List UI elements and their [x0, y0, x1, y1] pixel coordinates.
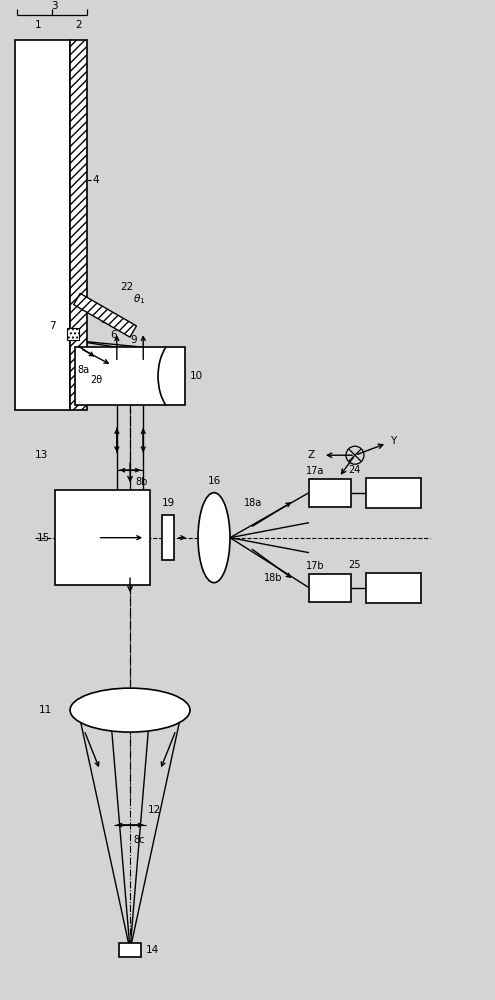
- Text: 9: 9: [130, 335, 137, 345]
- Bar: [309, 574, 351, 602]
- Text: 再生部: 再生部: [384, 488, 403, 498]
- Bar: [366, 573, 421, 603]
- Text: 22: 22: [120, 282, 133, 292]
- Text: 1: 1: [35, 20, 42, 30]
- Text: 13: 13: [35, 450, 49, 460]
- Text: 6: 6: [110, 330, 117, 340]
- Bar: [70, 40, 87, 410]
- Text: 2θ: 2θ: [90, 375, 102, 385]
- Text: 25: 25: [348, 560, 361, 570]
- Text: 17b: 17b: [306, 561, 325, 571]
- Ellipse shape: [70, 688, 190, 732]
- Text: 7: 7: [49, 321, 56, 331]
- Text: 3: 3: [51, 1, 57, 11]
- Text: 18a: 18a: [244, 498, 262, 508]
- Text: 8a: 8a: [77, 365, 89, 375]
- Bar: [15, 40, 70, 410]
- Text: 14: 14: [146, 945, 159, 955]
- Text: 5: 5: [100, 315, 107, 325]
- Text: 17a: 17a: [306, 466, 324, 476]
- Bar: [162, 515, 174, 560]
- Bar: [119, 943, 141, 957]
- Bar: [74, 293, 137, 337]
- Text: 8c: 8c: [133, 835, 145, 845]
- Text: $\theta_1$: $\theta_1$: [133, 292, 146, 306]
- Bar: [75, 347, 185, 405]
- Text: Z: Z: [308, 450, 315, 460]
- Text: 2: 2: [75, 20, 82, 30]
- Text: 11: 11: [39, 705, 52, 715]
- Text: 駆動部: 駆動部: [384, 583, 403, 593]
- Text: 18b: 18b: [264, 573, 283, 583]
- Bar: [55, 490, 150, 585]
- Text: 15: 15: [37, 533, 50, 543]
- Text: 16: 16: [207, 476, 221, 486]
- Text: 19: 19: [161, 498, 175, 508]
- Bar: [67, 328, 79, 340]
- Bar: [366, 478, 421, 508]
- Text: 12: 12: [148, 805, 161, 815]
- Ellipse shape: [198, 493, 230, 583]
- Text: 10: 10: [190, 371, 203, 381]
- Text: Y: Y: [390, 436, 396, 446]
- Text: X: X: [332, 485, 339, 495]
- Text: 24: 24: [348, 465, 361, 475]
- Text: 8b: 8b: [135, 477, 148, 487]
- Text: 4: 4: [92, 175, 99, 185]
- Bar: [309, 479, 351, 507]
